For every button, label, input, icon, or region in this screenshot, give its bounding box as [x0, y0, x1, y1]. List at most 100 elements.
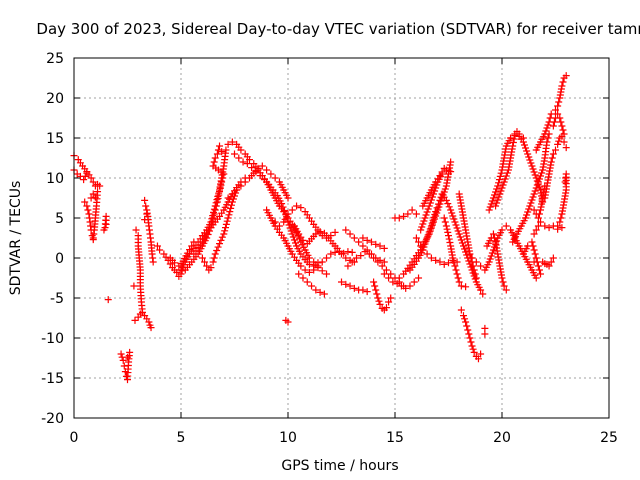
data-point — [371, 282, 379, 290]
data-point — [450, 258, 458, 266]
data-point — [402, 284, 410, 292]
data-point — [487, 200, 495, 208]
data-point — [299, 236, 307, 244]
data-point — [228, 190, 236, 198]
data-point — [211, 250, 219, 258]
data-point — [153, 242, 161, 250]
series-arc-z — [338, 278, 371, 296]
series-arc-ao — [481, 324, 489, 338]
data-point — [537, 218, 545, 226]
data-point — [537, 172, 545, 180]
data-point — [451, 218, 459, 226]
data-point — [380, 258, 388, 266]
data-point — [438, 168, 446, 176]
data-point — [256, 172, 264, 180]
data-point — [556, 114, 564, 122]
data-point — [529, 165, 537, 173]
data-point — [547, 158, 555, 166]
data-point — [83, 169, 91, 177]
series-arc-aq — [483, 230, 510, 294]
data-point — [532, 226, 540, 234]
data-point — [412, 234, 420, 242]
data-point — [198, 254, 206, 262]
data-point — [534, 214, 542, 222]
data-point — [237, 146, 245, 154]
data-point — [491, 191, 499, 199]
data-point — [338, 278, 345, 286]
data-point — [372, 254, 380, 262]
data-point — [548, 154, 556, 162]
data-point — [342, 226, 350, 234]
data-point — [552, 146, 559, 154]
data-point — [216, 240, 224, 248]
data-point — [312, 230, 320, 238]
data-point — [81, 172, 89, 180]
data-point — [549, 150, 557, 158]
data-point — [461, 245, 469, 253]
data-point — [452, 266, 460, 274]
data-point — [541, 222, 549, 230]
data-point — [323, 254, 331, 262]
data-point — [547, 258, 555, 266]
series-arc-e — [91, 180, 104, 190]
data-point — [477, 286, 485, 294]
data-point — [117, 350, 125, 358]
data-point — [216, 188, 224, 196]
data-point — [424, 231, 432, 239]
series-arc-at — [509, 130, 553, 246]
data-point — [397, 282, 405, 290]
data-point — [556, 218, 564, 226]
data-point — [271, 174, 279, 182]
data-point — [327, 250, 335, 258]
series-arc-ah — [406, 190, 487, 298]
data-point — [222, 220, 230, 228]
data-point — [444, 228, 452, 236]
data-point — [331, 228, 339, 236]
data-point — [530, 230, 538, 238]
data-point — [445, 259, 452, 267]
data-point — [316, 228, 324, 236]
data-point — [378, 262, 386, 270]
x-tick-label: 5 — [177, 430, 186, 446]
data-point — [466, 334, 474, 342]
data-point — [224, 214, 232, 222]
data-point — [219, 174, 227, 182]
data-point — [510, 135, 518, 143]
data-point — [415, 238, 423, 246]
data-point — [104, 296, 112, 304]
data-point — [562, 72, 570, 80]
data-point — [421, 240, 429, 248]
data-point — [502, 172, 510, 180]
data-point — [422, 211, 430, 219]
data-point — [515, 130, 523, 138]
data-point — [468, 342, 476, 350]
data-point — [525, 205, 533, 213]
series-arc-t — [231, 150, 322, 270]
data-point — [286, 224, 294, 232]
data-point — [463, 322, 471, 330]
data-point — [474, 355, 482, 363]
data-point — [497, 169, 505, 177]
data-point — [550, 118, 558, 126]
data-point — [290, 236, 298, 244]
series-arc-h — [117, 348, 134, 384]
data-point — [89, 234, 97, 242]
data-point — [557, 118, 565, 126]
data-point — [376, 256, 384, 264]
data-point — [447, 158, 455, 166]
data-point — [412, 210, 420, 218]
data-point — [554, 225, 562, 233]
data-point — [280, 207, 288, 215]
series-arc-an — [457, 306, 485, 363]
data-point — [209, 258, 217, 266]
data-point — [459, 312, 467, 320]
data-point — [462, 318, 470, 326]
data-point — [559, 78, 567, 86]
data-point — [451, 262, 459, 270]
data-point — [470, 348, 478, 356]
y-tick-label: -20 — [41, 411, 64, 427]
data-point — [541, 130, 549, 138]
data-point — [532, 254, 540, 262]
data-point — [373, 290, 381, 298]
data-point — [554, 102, 562, 110]
